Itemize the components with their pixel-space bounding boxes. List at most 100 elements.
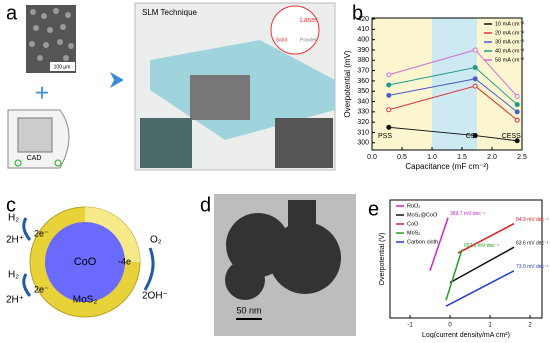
x-tick-label: 1 [488,323,492,329]
powder-label: Powder [300,37,317,43]
species: H₂ [8,213,19,224]
scale-bar-label: 50 nm [236,305,261,315]
scaffold-image [140,118,192,168]
y-tick-label: 370 [357,67,369,74]
slope-label: 63.6 mV dec⁻¹ [516,241,549,247]
species: 2H⁺ [6,235,24,246]
species: 2OH⁻ [142,291,168,302]
arrow [110,72,124,88]
scale-box [50,62,75,71]
electron: 2e⁻ [34,228,49,238]
data-point [472,83,478,89]
slope-label: 652.6 mV dec⁻¹ [464,243,499,249]
data-point [514,93,520,99]
data-point [472,133,478,139]
plot-frame [371,17,523,151]
panel-label: b [352,2,363,24]
data-point [386,92,392,98]
x-tick-label: 2 [528,323,532,329]
series-line [429,217,449,272]
plot-frame [389,199,543,319]
icon-dot [54,159,62,167]
y-tick-label: 350 [357,88,369,95]
panel-label: e [368,198,379,220]
legend-label: 40 mA cm⁻² [495,48,524,54]
y-tick-label: 340 [357,98,369,105]
data-point [514,138,520,144]
series-line [445,270,515,307]
legend-label: Carbon cloth [407,239,438,245]
slope-label: 84.9 mV dec⁻¹ [516,217,549,223]
data-point [386,72,392,78]
series-line [449,246,515,284]
electron: -4e [118,256,131,266]
panel-label: c [6,194,16,216]
arrows [22,217,155,297]
solid-label: Solid [276,37,287,43]
slm-title: SLM Technique [142,8,198,17]
data-point [386,82,392,88]
core-sphere [45,222,125,302]
series-line [445,249,463,301]
y-tick-label: 410 [357,26,369,33]
scaffold-image [275,118,333,168]
species: H₂ [8,270,19,281]
legend-label: MoS₂@CoO [407,212,438,218]
region-label: CESS [502,133,521,140]
region [372,18,432,150]
y-tick-label: 380 [357,57,369,64]
shell-label: MoS₂ [73,295,98,306]
x-tick-label: 2.5 [517,154,527,161]
legend-label: 20 mA cm⁻² [495,30,524,36]
tem-particles [225,200,341,300]
core-label: CoO [74,256,97,268]
legend-label: 50 mA cm⁻² [495,57,524,63]
x-tick-label: 2.0 [487,154,497,161]
icon-dot [14,159,22,167]
laser-inset [270,5,320,55]
legend-label: CoO [407,221,419,227]
y-tick-label: 400 [357,37,369,44]
electron: 2e⁻ [34,284,49,294]
sem-texture [29,8,74,61]
panel-label: a [6,2,18,24]
series-line [457,222,515,254]
data-point [472,65,478,70]
region-label: PSS [378,133,392,140]
data-point [514,102,520,108]
x-tick-label: 1.0 [427,154,437,161]
y-tick-label: 390 [357,47,369,54]
legend-label: RuO₂ [407,203,420,209]
legend-label: MoS₂ [407,230,420,236]
y-tick-label: 420 [357,16,369,23]
data-point [514,117,520,123]
panel-label: d [200,194,211,216]
y-tick-label: 360 [357,78,369,85]
laser-label: Laser [300,17,318,24]
slope-label: 389.7 mV dec⁻¹ [450,211,485,217]
species: O₂ [150,235,162,246]
x-tick-label: 0 [448,323,452,329]
y-tick-label: 320 [357,119,369,126]
y-axis-label: Overpotential (mV) [343,50,352,117]
build-chamber [190,75,250,120]
plus: + [35,79,49,106]
y-tick-label: 330 [357,109,369,116]
x-axis-label: Log(current density/mA cm²) [422,332,510,338]
data-point [386,124,392,130]
legend-label: 30 mA cm⁻² [495,39,524,45]
data-point [386,107,392,113]
scale-bar-label: 100 μm [54,64,71,70]
region [432,18,477,150]
species: 2H⁺ [6,295,24,306]
x-tick-label: -1 [407,323,413,329]
data-point [472,76,478,82]
legend-label: 10 mA cm⁻² [495,21,524,27]
data-point [514,109,520,115]
y-tick-label: 300 [357,140,369,147]
x-axis-label: Capacitance (mF cm⁻²) [405,162,489,171]
slope-label: 73.9 mV dec⁻¹ [516,264,549,270]
cad-model [17,117,53,153]
y-axis-label: Overpotential (V) [379,233,386,286]
x-tick-label: 1.5 [457,154,467,161]
